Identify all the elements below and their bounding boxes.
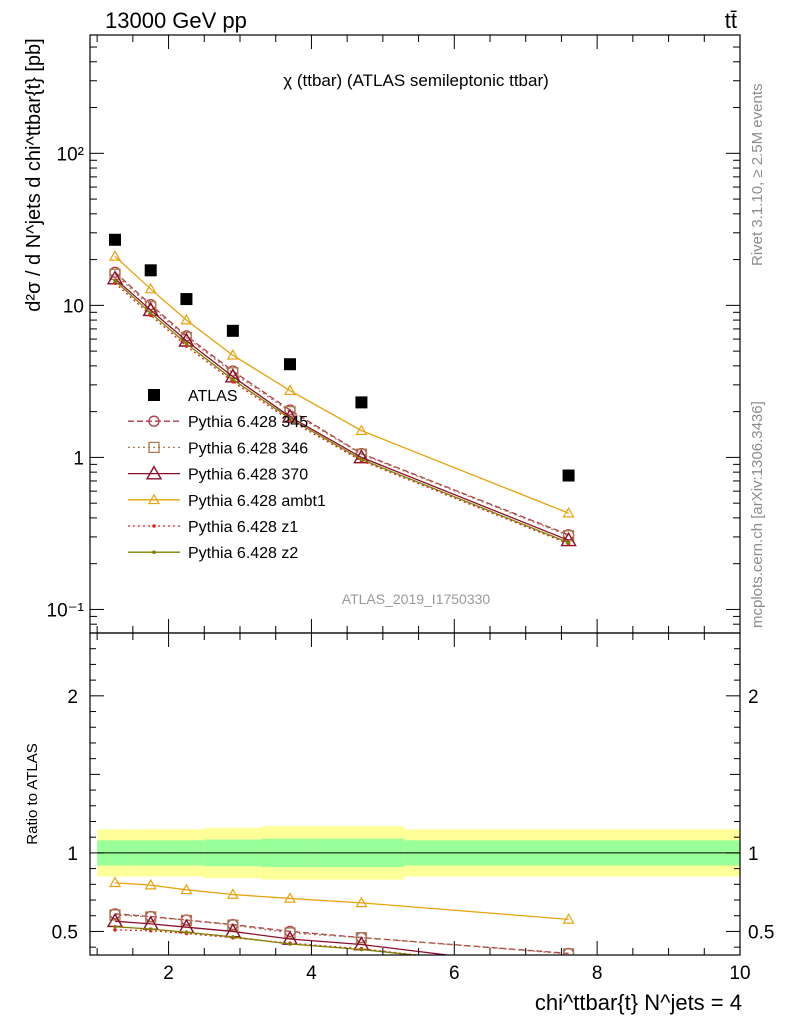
x-tick-label: 4: [306, 963, 317, 984]
data-point-s6-5: [359, 457, 364, 462]
ratio-point-s4-6: [562, 913, 575, 924]
data-point-s0-5: [355, 396, 368, 409]
ratio-y-tick-label-right: 0.5: [748, 922, 774, 943]
data-point-s0-1: [144, 264, 157, 277]
series-line-5: [114, 282, 569, 545]
ratio-y-tick-label-left: 2: [67, 687, 78, 708]
data-point-s0-4: [284, 358, 296, 371]
series-line-3: [114, 278, 569, 541]
data-point-s6-3: [231, 377, 235, 382]
x-tick-label: 8: [592, 963, 603, 984]
ratio-point-s2-5: [355, 932, 368, 944]
y-tick-label-main: 10: [63, 296, 84, 317]
ratio-point-s4-5: [355, 896, 368, 908]
y-tick-label-main: 10²: [57, 144, 84, 165]
data-point-s0-0: [109, 233, 121, 246]
y-axis-label-main: d²σ / d N^jets d chi^ttbar{t} [pb]: [23, 38, 45, 311]
data-point-s4-6: [562, 506, 575, 518]
data-point-s0-2: [180, 293, 193, 306]
legend-label-6: Pythia 6.428 z2: [188, 545, 298, 562]
x-tick-label: 6: [449, 963, 460, 984]
ratio-point-s6-2: [184, 930, 189, 935]
ratio-point-s6-5: [359, 947, 364, 952]
data-point-s3-5: [353, 448, 370, 464]
analysis-watermark: ATLAS_2019_I1750330: [342, 591, 491, 607]
ratio-y-tick-label-right: 2: [748, 687, 759, 708]
legend: ATLAS Pythia 6.428 345 Pythia 6.428 346 Pyt…: [128, 388, 326, 562]
data-point-s6-2: [184, 341, 189, 346]
ratio-line-4: [114, 882, 569, 920]
data-point-s6-6: [566, 540, 571, 545]
data-point-s6-1: [148, 311, 153, 315]
legend-label-2: Pythia 6.428 346: [188, 440, 308, 457]
ratio-point-s2-0: [109, 909, 121, 921]
ratio-point-s2-3: [227, 919, 239, 931]
ratio-y-tick-label-left: 1: [67, 844, 78, 865]
header-final-state: tt̄: [725, 8, 737, 33]
ratio-point-s5-6: [567, 970, 571, 974]
data-point-s4-4: [283, 384, 297, 395]
series-line-2: [114, 273, 569, 537]
legend-label-5: Pythia 6.428 z1: [188, 519, 298, 536]
ratio-point-s6-3: [231, 935, 235, 939]
ratio-point-s4-3: [226, 888, 239, 899]
ratio-point-s2-2: [180, 914, 193, 927]
ratio-line-6: [114, 926, 420, 955]
data-point-s4-0: [108, 250, 122, 261]
ratio-point-s6-6: [567, 970, 571, 974]
ratio-panel: 0.5 0.5 1 1 2 2 2 4 6 8 10 Ratio to ATLAS chi^ttba…: [24, 632, 774, 1015]
ratio-point-s2-1: [145, 911, 157, 923]
ratio-line-3: [114, 920, 453, 955]
y-tick-label-main: 10⁻¹: [47, 600, 85, 621]
main-panel-frame: [89, 34, 741, 634]
ratio-point-s2-6: [562, 948, 575, 955]
x-tick-label: 10: [729, 963, 750, 984]
ratio-point-s6-4: [288, 942, 292, 946]
data-point-s4-5: [355, 424, 368, 435]
legend-marker-6: [152, 550, 156, 554]
data-point-s4-1: [144, 282, 157, 294]
ratio-point-s5-0: [113, 928, 117, 932]
ratio-y-tick-label-left: 0.5: [52, 922, 78, 943]
data-point-s0-6: [562, 469, 575, 482]
series-line-4: [114, 255, 569, 514]
x-tick-label: 2: [163, 963, 174, 984]
y-axis-label-ratio: Ratio to ATLAS: [24, 743, 41, 844]
data-point-s6-0: [113, 279, 117, 283]
series-line-1: [114, 271, 569, 536]
legend-marker-4: [147, 493, 161, 505]
data-point-s4-3: [226, 349, 239, 360]
legend-label-0: ATLAS: [188, 388, 238, 405]
chart-title: χ (ttbar) (ATLAS semileptonic ttbar): [283, 71, 549, 90]
header-process: 13000 GeV pp: [105, 8, 247, 33]
legend-label-1: Pythia 6.428 345: [188, 414, 308, 431]
data-point-s4-2: [180, 313, 193, 325]
legend-label-4: Pythia 6.428 ambt1: [188, 493, 326, 510]
legend-marker-2: [148, 441, 160, 454]
ratio-point-s4-0: [108, 876, 122, 888]
ratio-point-s2-4: [284, 927, 296, 939]
ratio-point-s4-4: [283, 892, 297, 903]
ratio-point-s6-0: [113, 924, 117, 929]
ratio-panel-frame: [89, 632, 741, 956]
legend-marker-3: [145, 465, 163, 480]
legend-marker-5: [152, 524, 156, 528]
ratio-point-s4-1: [144, 878, 157, 890]
ratio-point-s3-6: [562, 963, 576, 975]
ratio-point-s6-1: [148, 927, 153, 931]
rivet-version-label: Rivet 3.1.10, ≥ 2.5M events: [749, 84, 766, 267]
main-panel: 10⁻¹ 1 10 10² χ (ttbar) (ATLAS semileptonic…: [23, 34, 741, 634]
data-point-s2-6: [562, 530, 575, 542]
legend-label-3: Pythia 6.428 370: [188, 467, 308, 484]
data-point-s6-4: [288, 416, 292, 421]
legend-marker-1: [148, 415, 160, 427]
ratio-y-tick-label-right: 1: [748, 844, 759, 865]
x-axis-label: chi^ttbar{t} N^jets = 4: [535, 990, 742, 1015]
data-point-s0-3: [226, 324, 239, 337]
legend-marker-0: [148, 389, 160, 401]
mcplots-label: mcplots.cern.ch [arXiv:1306.3436]: [749, 401, 766, 628]
ratio-point-s4-2: [180, 883, 193, 895]
y-tick-label-main: 1: [73, 448, 84, 469]
